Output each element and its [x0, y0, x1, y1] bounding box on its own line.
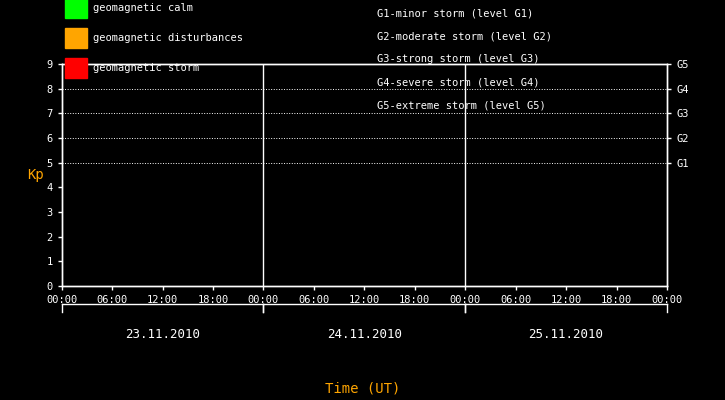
- Text: 23.11.2010: 23.11.2010: [125, 328, 200, 340]
- Text: G5-extreme storm (level G5): G5-extreme storm (level G5): [377, 101, 546, 111]
- Text: G2-moderate storm (level G2): G2-moderate storm (level G2): [377, 31, 552, 41]
- Text: 24.11.2010: 24.11.2010: [327, 328, 402, 340]
- Text: G4-severe storm (level G4): G4-severe storm (level G4): [377, 78, 539, 88]
- Text: Time (UT): Time (UT): [325, 382, 400, 396]
- Text: G1-minor storm (level G1): G1-minor storm (level G1): [377, 8, 534, 18]
- Y-axis label: Kp: Kp: [27, 168, 44, 182]
- Text: G3-strong storm (level G3): G3-strong storm (level G3): [377, 54, 539, 64]
- Text: geomagnetic disturbances: geomagnetic disturbances: [93, 33, 243, 43]
- Text: 25.11.2010: 25.11.2010: [529, 328, 604, 340]
- Text: geomagnetic calm: geomagnetic calm: [93, 3, 193, 13]
- Text: geomagnetic storm: geomagnetic storm: [93, 63, 199, 73]
